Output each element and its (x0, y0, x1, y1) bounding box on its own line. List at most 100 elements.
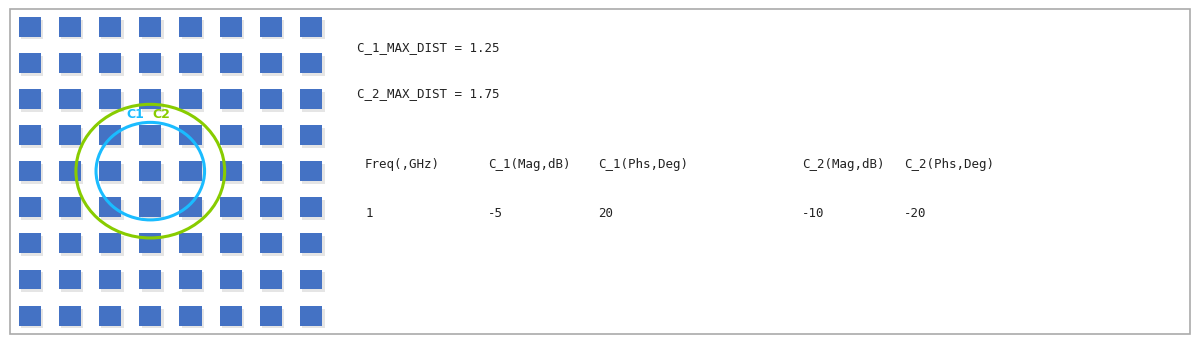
FancyBboxPatch shape (222, 236, 244, 256)
Bar (59, 125, 80, 145)
Bar (220, 53, 241, 73)
FancyBboxPatch shape (302, 309, 324, 329)
FancyBboxPatch shape (222, 128, 244, 148)
Bar (260, 270, 282, 289)
FancyBboxPatch shape (222, 164, 244, 184)
Bar (300, 161, 322, 181)
FancyBboxPatch shape (142, 92, 163, 112)
Bar (300, 53, 322, 73)
FancyBboxPatch shape (22, 309, 43, 329)
Bar (260, 53, 282, 73)
FancyBboxPatch shape (302, 92, 324, 112)
FancyBboxPatch shape (102, 56, 124, 76)
Bar (100, 161, 121, 181)
Bar (300, 17, 322, 36)
FancyBboxPatch shape (142, 164, 163, 184)
Bar (59, 89, 80, 109)
Bar (139, 53, 161, 73)
Bar (300, 270, 322, 289)
FancyBboxPatch shape (102, 236, 124, 256)
Bar (59, 197, 80, 217)
Bar (220, 306, 241, 325)
Bar (139, 161, 161, 181)
Bar (100, 197, 121, 217)
Bar (100, 125, 121, 145)
FancyBboxPatch shape (182, 20, 204, 40)
Bar (100, 234, 121, 253)
FancyBboxPatch shape (22, 200, 43, 220)
Bar (59, 161, 80, 181)
FancyBboxPatch shape (142, 236, 163, 256)
FancyBboxPatch shape (302, 128, 324, 148)
FancyBboxPatch shape (102, 309, 124, 329)
FancyBboxPatch shape (302, 272, 324, 292)
Bar (59, 53, 80, 73)
Bar (19, 53, 41, 73)
Text: C_2(Mag,dB): C_2(Mag,dB) (802, 158, 884, 171)
FancyBboxPatch shape (142, 200, 163, 220)
Bar (19, 17, 41, 36)
FancyBboxPatch shape (102, 164, 124, 184)
Bar (300, 89, 322, 109)
FancyBboxPatch shape (302, 56, 324, 76)
FancyBboxPatch shape (263, 164, 284, 184)
Bar (300, 197, 322, 217)
FancyBboxPatch shape (302, 236, 324, 256)
Bar (139, 270, 161, 289)
Bar (59, 270, 80, 289)
FancyBboxPatch shape (182, 92, 204, 112)
Text: Freq(,GHz): Freq(,GHz) (365, 158, 440, 171)
Bar (300, 306, 322, 325)
Bar (100, 89, 121, 109)
FancyBboxPatch shape (263, 20, 284, 40)
Bar (220, 17, 241, 36)
FancyBboxPatch shape (182, 236, 204, 256)
FancyBboxPatch shape (61, 128, 83, 148)
Bar (260, 161, 282, 181)
Text: -5: -5 (488, 207, 503, 220)
Bar (180, 306, 202, 325)
Bar (19, 89, 41, 109)
FancyBboxPatch shape (142, 272, 163, 292)
FancyBboxPatch shape (222, 309, 244, 329)
Bar (260, 17, 282, 36)
Text: C_2(Phs,Deg): C_2(Phs,Deg) (904, 158, 994, 171)
Bar (19, 125, 41, 145)
Text: C_1(Mag,dB): C_1(Mag,dB) (488, 158, 570, 171)
FancyBboxPatch shape (222, 200, 244, 220)
FancyBboxPatch shape (263, 236, 284, 256)
Bar (180, 161, 202, 181)
Text: C_1_MAX_DIST = 1.25: C_1_MAX_DIST = 1.25 (356, 41, 499, 54)
FancyBboxPatch shape (263, 200, 284, 220)
Bar (19, 306, 41, 325)
FancyBboxPatch shape (182, 56, 204, 76)
Text: -20: -20 (904, 207, 926, 220)
FancyBboxPatch shape (61, 164, 83, 184)
Text: C2: C2 (152, 108, 170, 121)
Bar (260, 197, 282, 217)
Bar (220, 125, 241, 145)
Bar (180, 270, 202, 289)
FancyBboxPatch shape (263, 272, 284, 292)
Text: C_1(Phs,Deg): C_1(Phs,Deg) (599, 158, 689, 171)
Bar (260, 306, 282, 325)
FancyBboxPatch shape (302, 20, 324, 40)
FancyBboxPatch shape (142, 56, 163, 76)
FancyBboxPatch shape (102, 128, 124, 148)
Bar (100, 270, 121, 289)
Bar (180, 17, 202, 36)
Text: 20: 20 (599, 207, 613, 220)
FancyBboxPatch shape (302, 200, 324, 220)
Bar (260, 234, 282, 253)
FancyBboxPatch shape (22, 236, 43, 256)
FancyBboxPatch shape (263, 309, 284, 329)
FancyBboxPatch shape (222, 272, 244, 292)
FancyBboxPatch shape (222, 92, 244, 112)
Bar (300, 234, 322, 253)
FancyBboxPatch shape (182, 164, 204, 184)
Text: C1: C1 (126, 108, 144, 121)
Bar (180, 234, 202, 253)
Bar (139, 234, 161, 253)
FancyBboxPatch shape (142, 128, 163, 148)
FancyBboxPatch shape (182, 272, 204, 292)
